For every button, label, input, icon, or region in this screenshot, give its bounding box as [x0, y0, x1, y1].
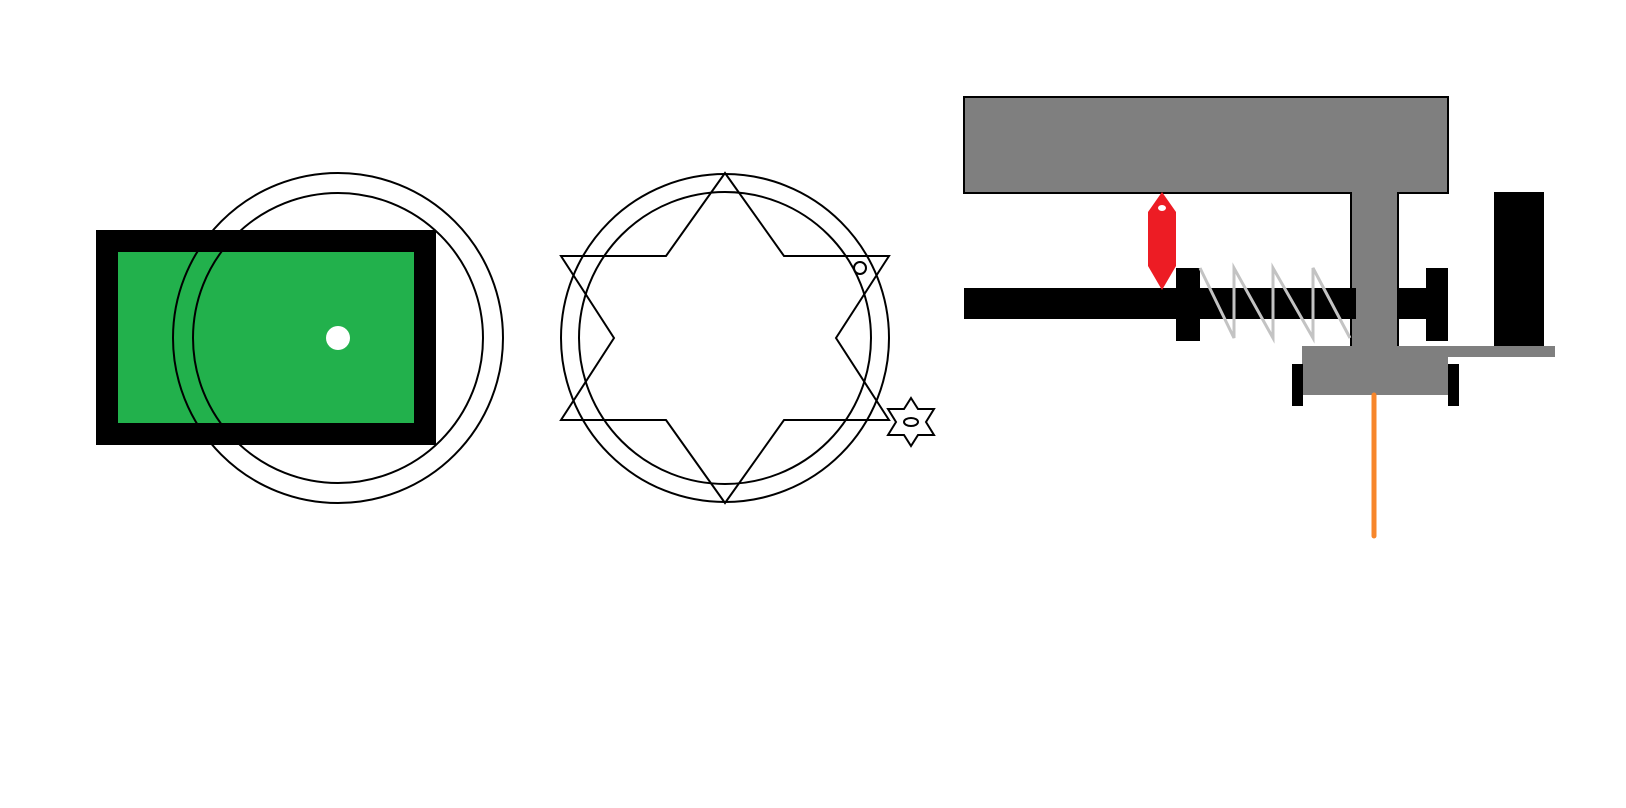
small-star [886, 396, 936, 448]
outer-ring [560, 173, 890, 503]
left-collar [1176, 268, 1200, 341]
right-foot [1448, 364, 1459, 406]
right-collar [1426, 268, 1448, 341]
spring [1198, 262, 1352, 344]
outer-ring [172, 172, 504, 504]
inner-ring [578, 191, 872, 485]
red-pointer [1148, 192, 1176, 290]
inner-ring [192, 192, 484, 484]
hexagram-outline [559, 171, 891, 505]
gray-stem [1351, 190, 1398, 350]
small-star-eye [903, 417, 919, 427]
gray-shelf [1448, 346, 1555, 357]
center-dot [326, 326, 350, 350]
red-pointer-hole [1158, 205, 1166, 211]
gray-bottom-plate [1302, 346, 1448, 395]
left-foot [1292, 364, 1303, 406]
black-rod [964, 288, 1356, 319]
middle-figure [559, 171, 936, 505]
small-ring-marker [853, 261, 867, 275]
tall-black-block [1494, 192, 1544, 348]
right-figure [963, 96, 1555, 539]
gray-top-bar [963, 96, 1449, 194]
green-rectangle [118, 252, 414, 423]
left-figure [96, 172, 504, 504]
